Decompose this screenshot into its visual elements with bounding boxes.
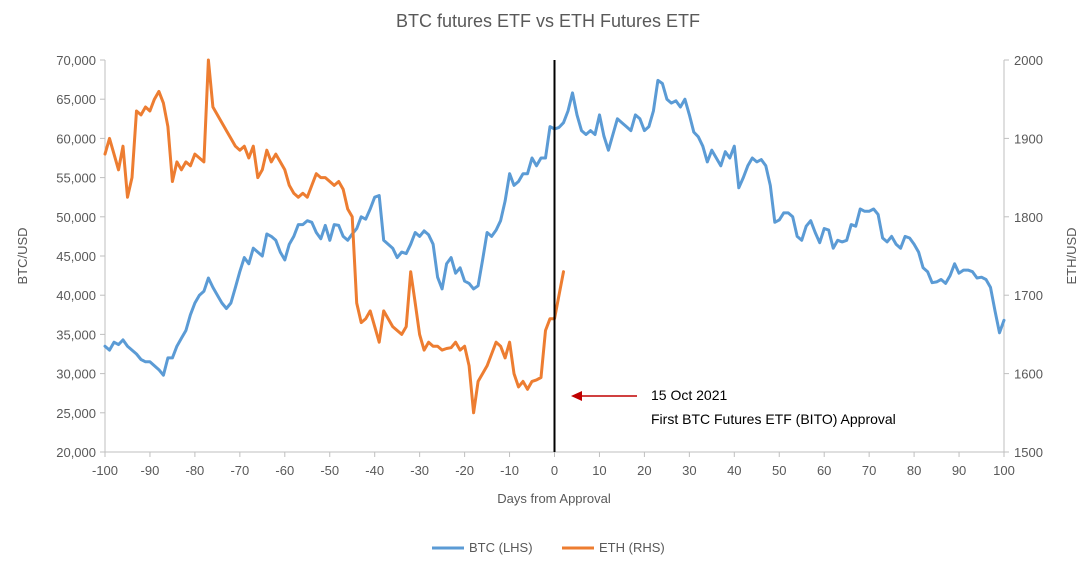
- legend-eth-label: ETH (RHS): [599, 540, 665, 555]
- x-tick-label: 30: [682, 463, 696, 478]
- x-tick-label: -90: [141, 463, 160, 478]
- x-tick-label: -70: [230, 463, 249, 478]
- x-tick-label: -50: [320, 463, 339, 478]
- left-tick-label: 45,000: [56, 249, 96, 264]
- right-tick-label: 1600: [1014, 367, 1043, 382]
- x-tick-label: -10: [500, 463, 519, 478]
- left-tick-label: 25,000: [56, 406, 96, 421]
- x-tick-label: -40: [365, 463, 384, 478]
- x-tick-label: -30: [410, 463, 429, 478]
- chart-title: BTC futures ETF vs ETH Futures ETF: [396, 11, 700, 31]
- left-tick-label: 70,000: [56, 53, 96, 68]
- left-tick-label: 65,000: [56, 92, 96, 107]
- legend-btc-label: BTC (LHS): [469, 540, 533, 555]
- x-tick-label: -100: [92, 463, 118, 478]
- x-tick-label: -80: [186, 463, 205, 478]
- annotation-description: First BTC Futures ETF (BITO) Approval: [651, 411, 896, 427]
- left-tick-label: 30,000: [56, 367, 96, 382]
- annotation-arrow-head: [571, 391, 582, 401]
- left-tick-label: 35,000: [56, 327, 96, 342]
- x-tick-label: 10: [592, 463, 606, 478]
- x-tick-label: 40: [727, 463, 741, 478]
- x-tick-label: 20: [637, 463, 651, 478]
- right-tick-label: 1800: [1014, 210, 1043, 225]
- x-tick-label: -60: [275, 463, 294, 478]
- right-tick-label: 1500: [1014, 445, 1043, 460]
- right-tick-label: 2000: [1014, 53, 1043, 68]
- x-axis-title: Days from Approval: [497, 491, 611, 506]
- legend: BTC (LHS) ETH (RHS): [432, 540, 665, 555]
- x-tick-label: 90: [952, 463, 966, 478]
- x-tick-label: 0: [551, 463, 558, 478]
- right-axis-title: ETH/USD: [1064, 227, 1079, 284]
- x-tick-label: -20: [455, 463, 474, 478]
- right-tick-label: 1700: [1014, 288, 1043, 303]
- x-tick-label: 50: [772, 463, 786, 478]
- x-tick-label: 80: [907, 463, 921, 478]
- annotation-date: 15 Oct 2021: [651, 387, 727, 403]
- x-axis-ticks: -100 -90 -80 -70 -60 -50 -40 -30 -20 -10 0 10 20 30 40…: [92, 452, 1015, 478]
- annotation-arrow: [571, 391, 637, 401]
- left-tick-label: 20,000: [56, 445, 96, 460]
- x-tick-label: 70: [862, 463, 876, 478]
- right-axis-ticks: 1500 1600 1700 1800 1900 2000: [1004, 53, 1043, 460]
- eth-series-line: [103, 58, 565, 415]
- left-tick-label: 55,000: [56, 171, 96, 186]
- left-tick-label: 40,000: [56, 288, 96, 303]
- left-axis-ticks: 20,000 25,000 30,000 35,000 40,000 45,000 50,0…: [56, 53, 105, 460]
- left-tick-label: 60,000: [56, 131, 96, 146]
- left-tick-label: 50,000: [56, 210, 96, 225]
- left-axis-title: BTC/USD: [15, 227, 30, 284]
- x-tick-label: 100: [993, 463, 1015, 478]
- x-tick-label: 60: [817, 463, 831, 478]
- right-tick-label: 1900: [1014, 131, 1043, 146]
